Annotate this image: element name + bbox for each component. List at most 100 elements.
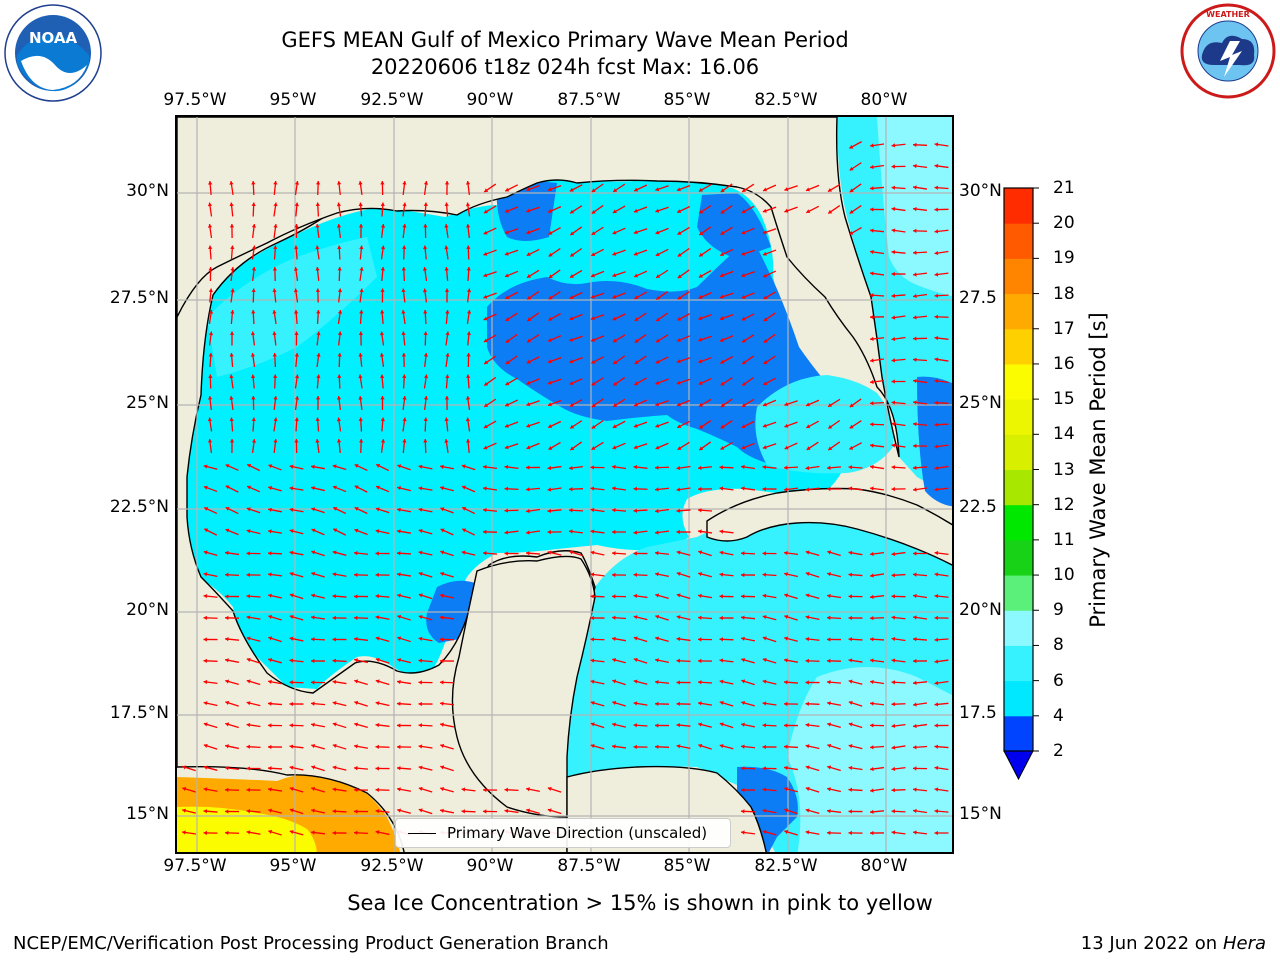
wave-arrow-head (891, 228, 896, 233)
wave-arrow-head (762, 251, 767, 256)
wave-arrow-head (229, 331, 235, 335)
wave-arrow-head (311, 571, 316, 576)
wave-arrow-head (784, 680, 788, 685)
wave-arrow-head (699, 424, 704, 429)
wave-arrow-head (570, 209, 575, 214)
wave-arrow-head (423, 353, 429, 357)
wave-arrow-head (461, 787, 466, 792)
wave-arrow-head (677, 295, 682, 300)
wave-arrow-head (311, 786, 316, 792)
wave-arrow-head (289, 636, 294, 641)
wave-arrow-head (633, 508, 638, 513)
wave-arrow-head (289, 786, 294, 792)
wave-arrow-head (294, 310, 299, 314)
wave-arrow-head (676, 701, 680, 707)
colorbar-tick-label: 14 (1053, 424, 1075, 445)
graticule (177, 117, 952, 852)
colorbar-segment (1004, 715, 1033, 752)
wave-arrow-head (934, 765, 939, 771)
wave-arrow-head (375, 830, 380, 835)
wave-arrow-head (805, 701, 809, 706)
credit-host: Hera (1222, 933, 1266, 954)
wave-arrow-head (273, 374, 278, 378)
wave-arrow-head (891, 358, 896, 363)
wave-arrow-head (225, 700, 230, 705)
wave-arrow-head (332, 615, 336, 621)
wave-arrow-head (208, 374, 213, 378)
wave-arrow-head (848, 658, 853, 663)
wave-arrow-head (526, 402, 531, 407)
wave-arrow-head (676, 593, 681, 598)
wave-arrow-head (827, 187, 832, 192)
wave-arrow-head (526, 445, 531, 450)
wave-arrow-head (289, 701, 293, 707)
wave-arrow-head (913, 637, 917, 642)
wave-arrow-head (504, 423, 509, 428)
wave-arrow-head (913, 378, 917, 384)
wave-arrow-head (934, 723, 938, 728)
chart-subtitle: 20220606 t18z 024h fcst Max: 16.06 (370, 55, 760, 79)
wave-arrow-head (402, 181, 407, 185)
wave-arrow-head (676, 658, 680, 663)
wave-arrow-head (483, 230, 488, 235)
wave-arrow-head (354, 722, 359, 727)
wave-arrow-head (358, 181, 363, 185)
wave-arrow-head (676, 550, 681, 555)
wave-arrow-head (612, 273, 617, 278)
wave-arrow-head (246, 787, 250, 793)
wave-arrow-head (397, 658, 401, 663)
lat-tick-left: 30°N (126, 181, 169, 201)
wave-arrow-head (741, 744, 745, 749)
wave-arrow-head (418, 486, 423, 491)
wave-arrow-head (268, 744, 272, 750)
wave-arrow-head (763, 317, 768, 321)
wave-arrow-head (354, 594, 358, 599)
wave-arrow-head (526, 230, 531, 235)
wave-arrow-head (827, 658, 831, 664)
wave-arrow-head (655, 423, 660, 428)
wave-arrow-head (225, 550, 229, 556)
wave-arrow-head (891, 206, 896, 212)
wave-arrow-head (913, 250, 917, 255)
wave-arrow-head (676, 508, 681, 513)
wave-arrow-head (315, 245, 320, 250)
wave-arrow-head (465, 417, 471, 422)
wave-arrow-head (699, 252, 704, 257)
wave-arrow-head (354, 809, 358, 814)
wave-arrow-head (934, 680, 939, 686)
wave-arrow-head (913, 487, 917, 492)
wave-arrow-head (316, 331, 321, 336)
wave-arrow-head (225, 765, 229, 771)
wave-arrow-head (483, 294, 488, 299)
wave-arrow-head (656, 317, 661, 322)
wave-arrow-head (225, 594, 229, 599)
lat-tick-right: 25°N (959, 393, 1002, 413)
wave-arrow-head (805, 187, 810, 192)
period-zone-8-9 (787, 667, 952, 852)
wave-arrow-head (423, 202, 428, 207)
wave-arrow-head (805, 571, 810, 576)
wave-arrow-head (762, 615, 767, 620)
wave-arrow-head (444, 439, 449, 443)
wave-arrow-head (466, 439, 471, 443)
wave-arrow-head (251, 245, 257, 250)
wave-arrow-head (634, 402, 639, 407)
wave-arrow-head (548, 230, 553, 235)
wave-arrow-head (527, 317, 532, 322)
wave-arrow-head (590, 658, 595, 663)
wave-arrow-head (655, 380, 660, 385)
wave-arrow-head (336, 396, 342, 400)
colorbar-tick-label: 13 (1053, 459, 1075, 480)
wave-arrow-head (612, 251, 617, 256)
wave-arrow-head (423, 331, 428, 335)
wave-arrow-head (827, 787, 831, 792)
wave-arrow-head (203, 464, 208, 469)
wave-arrow-head (272, 288, 277, 293)
wave-arrow-head (358, 224, 364, 228)
wave-arrow-head (870, 745, 874, 750)
wave-arrow-head (333, 528, 338, 533)
wave-arrow-head (273, 224, 278, 228)
wave-arrow-head (827, 765, 832, 770)
wave-arrow-head (203, 572, 208, 577)
wave-arrow-head (569, 274, 574, 278)
